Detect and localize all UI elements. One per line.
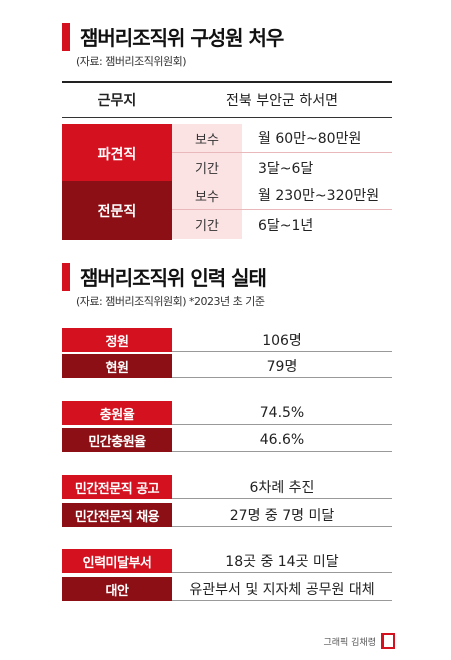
section2-title: 잼버리조직위 인력 실태	[80, 266, 267, 290]
stat-value: 46.6%	[172, 428, 392, 452]
section2-heading: 잼버리조직위 인력 실태	[62, 262, 267, 291]
stat-row: 인력미달부서 18곳 중 14곳 미달	[62, 549, 392, 573]
stat-label: 충원율	[62, 401, 172, 425]
logo-icon	[381, 633, 395, 649]
table-row: 기간 6달~1년	[172, 210, 392, 239]
row-value: 6달~1년	[258, 217, 314, 234]
stat-label: 정원	[62, 328, 172, 352]
stat-label: 민간전문직 공고	[62, 475, 172, 499]
stat-label: 민간충원율	[62, 428, 172, 452]
workplace-row: 근무지 전북 부안군 하서면	[62, 86, 392, 114]
stat-row: 민간전문직 공고 6차례 추진	[62, 475, 392, 499]
section2-source: (자료: 잼버리조직위원회) *2023년 초 기준	[76, 295, 265, 308]
row-sublabel: 보수	[172, 124, 242, 152]
title-accent-bar	[62, 262, 70, 291]
stat-label: 인력미달부서	[62, 549, 172, 573]
stat-value: 6차례 추진	[172, 475, 392, 499]
table-row: 보수 월 230만~320만원	[172, 181, 392, 210]
row-sublabel: 기간	[172, 210, 242, 239]
section1-heading: 잼버리조직위 구성원 처우	[62, 22, 284, 51]
workplace-label: 근무지	[97, 93, 137, 109]
stat-row: 민간충원율 46.6%	[62, 428, 392, 452]
table-row: 기간 3달~6달	[172, 153, 392, 182]
row-value: 월 230만~320만원	[258, 188, 380, 204]
group-professional: 전문직 보수 월 230만~320만원 기간 6달~1년	[62, 181, 392, 240]
stat-value: 74.5%	[172, 401, 392, 425]
group-dispatched: 파견직 보수 월 60만~80만원 기간 3달~6달	[62, 124, 392, 183]
workplace-value: 전북 부안군 하서면	[226, 93, 338, 109]
table-row: 보수 월 60만~80만원	[172, 124, 392, 153]
stat-label: 민간전문직 채용	[62, 503, 172, 527]
stat-value: 27명 중 7명 미달	[172, 503, 392, 527]
stat-row: 민간전문직 채용 27명 중 7명 미달	[62, 503, 392, 527]
row-value: 월 60만~80만원	[258, 131, 362, 147]
section1-title: 잼버리조직위 구성원 처우	[80, 26, 284, 50]
group-label: 전문직	[62, 181, 172, 240]
stat-value: 106명	[172, 328, 392, 352]
title-accent-bar	[62, 22, 70, 51]
section1-source: (자료: 잼버리조직위원회)	[76, 55, 187, 68]
group-label: 파견직	[62, 124, 172, 183]
stat-row: 충원율 74.5%	[62, 401, 392, 425]
stat-value: 18곳 중 14곳 미달	[172, 549, 392, 573]
stat-row: 정원 106명	[62, 328, 392, 352]
stat-label: 현원	[62, 354, 172, 378]
graphic-credit: 그래픽 김채령	[323, 633, 395, 649]
row-value: 3달~6달	[258, 160, 314, 177]
stat-value: 79명	[172, 354, 392, 378]
divider	[62, 81, 392, 83]
stat-row: 대안 유관부서 및 지자체 공무원 대체	[62, 577, 392, 601]
stat-row: 현원 79명	[62, 354, 392, 378]
divider	[62, 117, 392, 118]
stat-label: 대안	[62, 577, 172, 601]
row-sublabel: 기간	[172, 153, 242, 182]
credit-text: 그래픽 김채령	[323, 637, 376, 648]
stat-value: 유관부서 및 지자체 공무원 대체	[172, 577, 392, 601]
row-sublabel: 보수	[172, 181, 242, 209]
